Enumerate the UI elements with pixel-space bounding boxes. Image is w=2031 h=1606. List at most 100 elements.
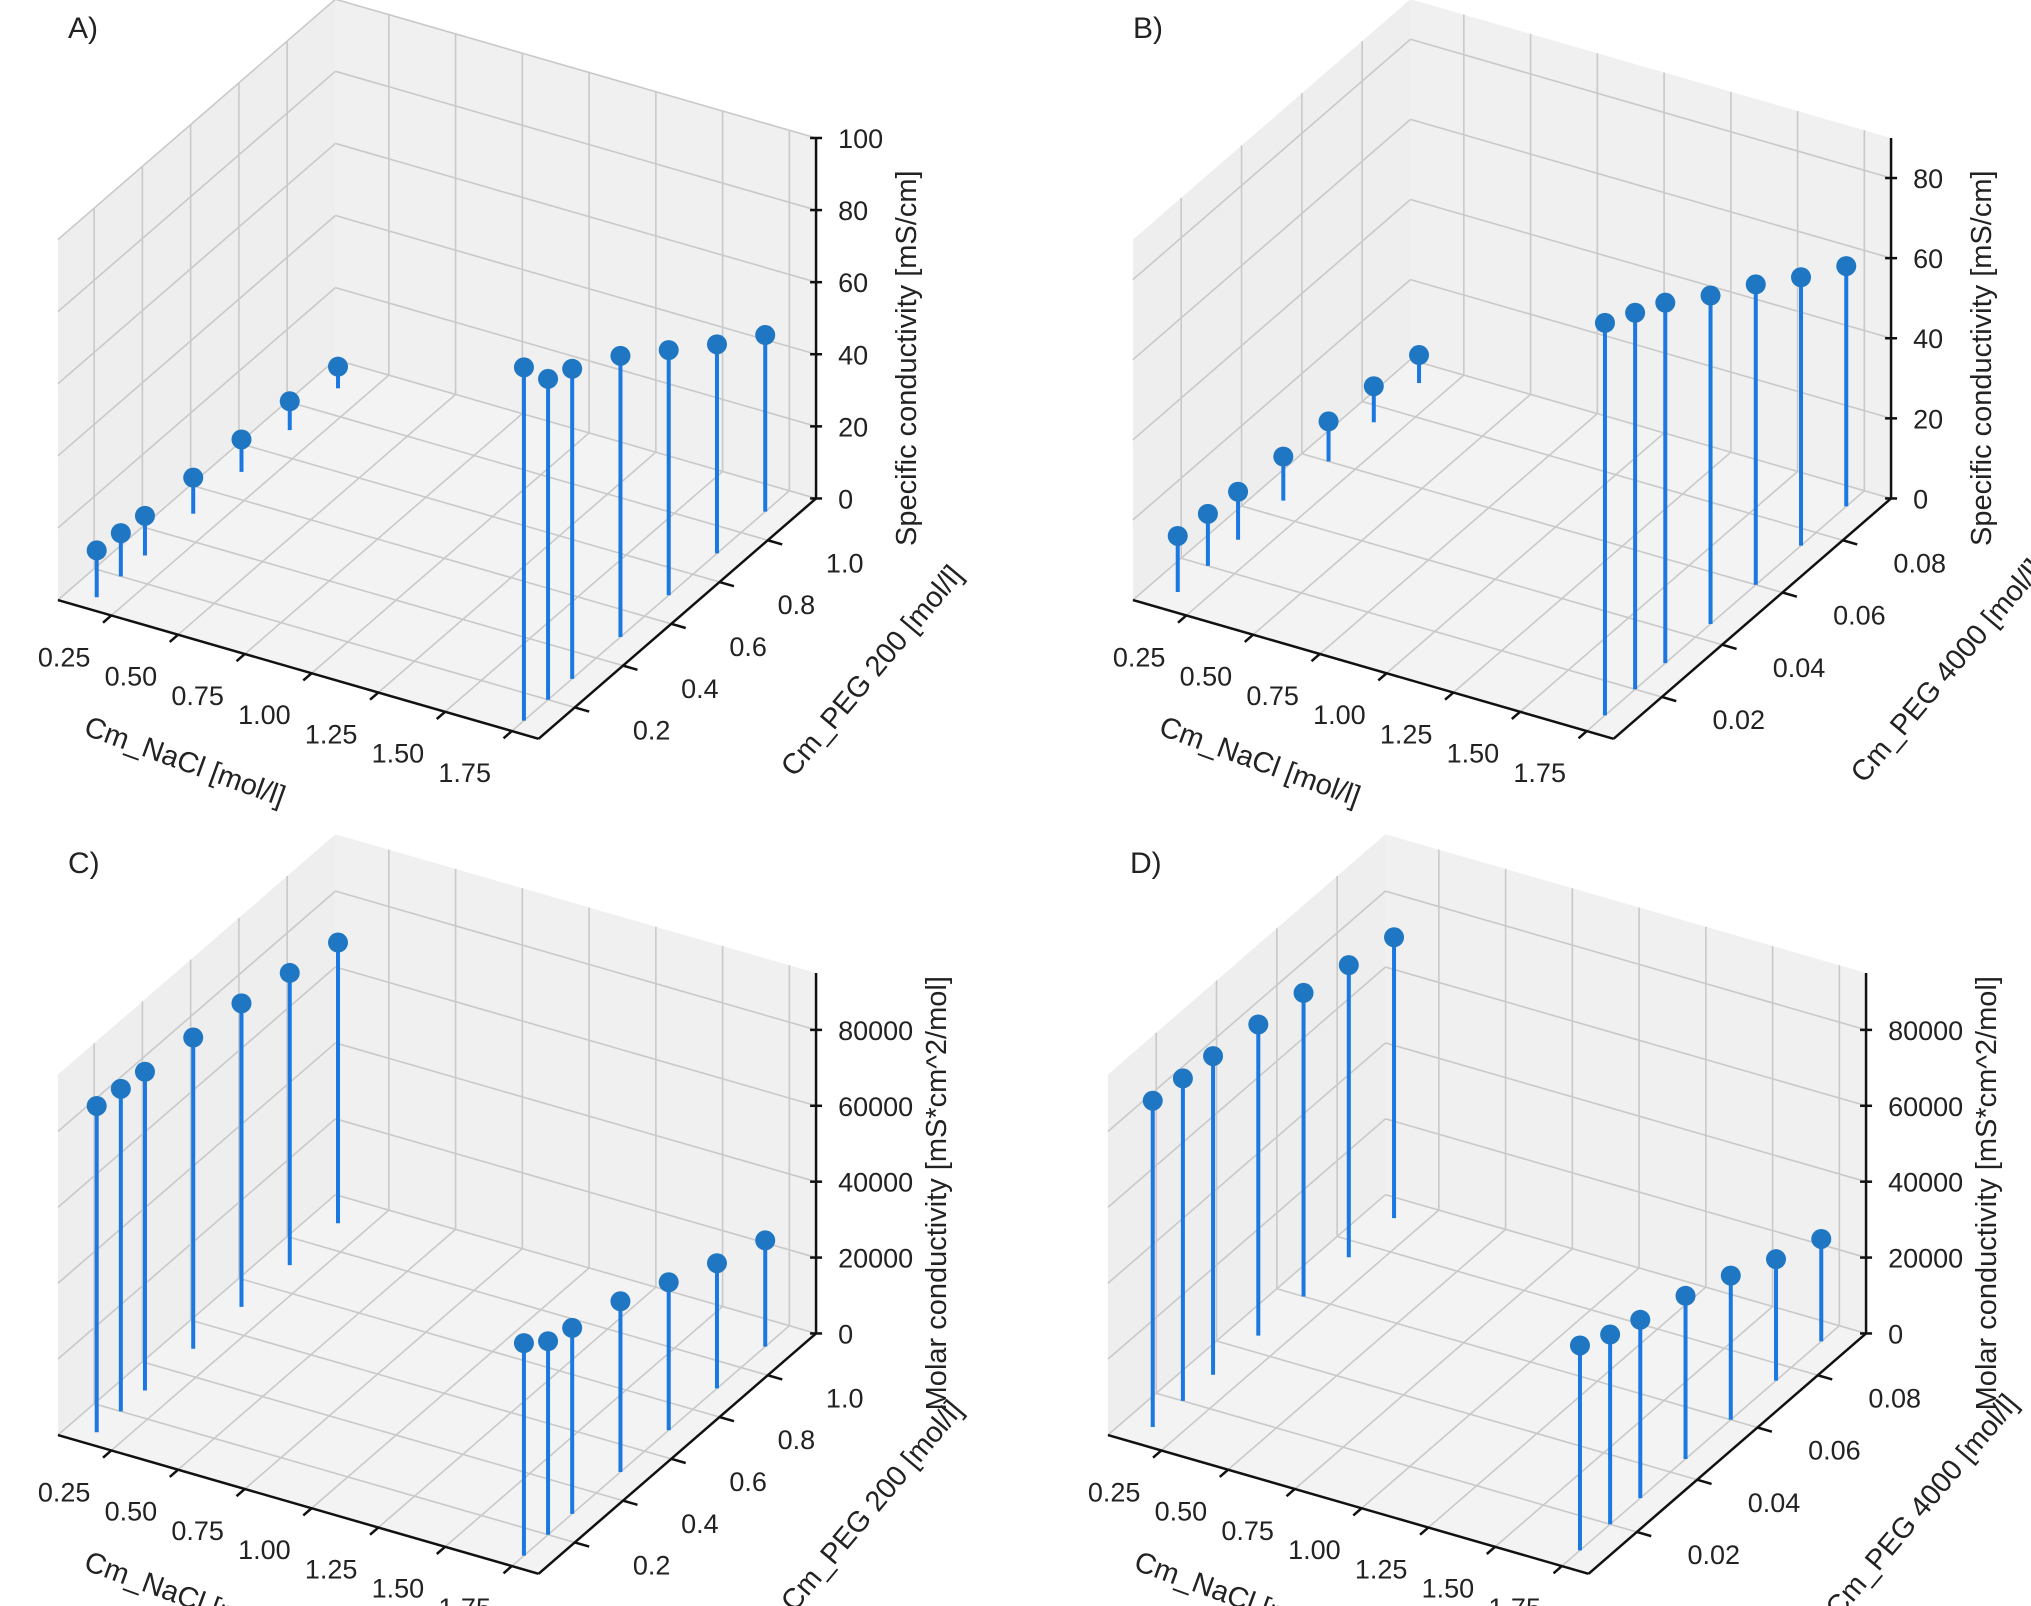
stem-marker [538, 1331, 559, 1352]
z-axis-title: Molar conductivity [mS*cm^2/mol] [1971, 976, 2003, 1410]
gridline-y [238, 1277, 720, 1418]
y-tick-label: 0.8 [778, 590, 816, 620]
stem-marker [562, 358, 583, 379]
stem-marker [231, 993, 252, 1014]
gridline-y [1361, 400, 1844, 542]
y-tick [1817, 1374, 1833, 1381]
stem-marker [706, 334, 727, 355]
gridline-x [1185, 374, 1465, 617]
y-tick [719, 580, 735, 588]
y-tick-label: 0.08 [1893, 548, 1946, 578]
gridline-x [1386, 432, 1665, 674]
gridline-x [1319, 413, 1598, 655]
stem-marker [1745, 274, 1766, 295]
z-tick-label: 20000 [1888, 1244, 1963, 1274]
x-tick-label: 1.75 [1513, 758, 1566, 788]
y-tick-label: 0.4 [681, 1509, 719, 1539]
x-tick-label: 0.50 [1180, 662, 1233, 692]
gridline-x [377, 451, 657, 694]
stem-marker [279, 391, 300, 412]
z-tick-label: 20 [1913, 404, 1943, 434]
y-tick-label: 0.2 [633, 716, 671, 746]
gridline-x [1294, 1248, 1573, 1490]
z-tick-label: 80 [1913, 164, 1943, 194]
gridline-z [335, 142, 817, 283]
x-tick [435, 710, 446, 720]
y-tick-label: 1.0 [826, 548, 864, 578]
gridline-x [110, 374, 390, 617]
x-tick [302, 1507, 313, 1517]
z-tick-label: 60 [1913, 244, 1943, 274]
gridline-x [1519, 470, 1799, 713]
stem-marker [658, 1272, 679, 1293]
x-tick-label: 1.50 [1447, 739, 1500, 769]
x-tick-label: 1.50 [372, 1574, 425, 1604]
stem-marker [1248, 1014, 1269, 1035]
gridline-y [190, 484, 672, 625]
stem-marker [1142, 1090, 1163, 1111]
x-tick [1218, 1468, 1229, 1478]
z-axis-title: Specific conductivity [mS/cm] [891, 170, 923, 545]
x-tick [1152, 1449, 1163, 1459]
gridline-y [286, 400, 769, 542]
x-tick [1510, 710, 1521, 720]
y-tick-label: 0.02 [1712, 705, 1765, 735]
y-tick [1842, 539, 1858, 546]
gridline-x [244, 1248, 523, 1490]
x-tick-label: 0.75 [171, 681, 224, 711]
x-tick-label: 0.50 [105, 1497, 158, 1527]
gridline-z [335, 1042, 817, 1183]
stem-marker [1675, 1285, 1696, 1306]
gridline-x [444, 1305, 724, 1548]
left-pane [1132, 0, 1411, 601]
stem-marker [1293, 982, 1314, 1003]
gridline-x [244, 413, 523, 655]
x-axis-line [1107, 1433, 1589, 1575]
y-tick-label: 0.04 [1773, 653, 1826, 683]
x-tick-label: 1.00 [238, 700, 291, 730]
gridline-y [1155, 1392, 1638, 1533]
gridline-z [1385, 1193, 1867, 1335]
x-axis-line [57, 598, 539, 740]
gridline-y [286, 1235, 769, 1377]
gridline-z [335, 214, 817, 356]
gridline-x [1561, 1325, 1840, 1567]
gridline-x [511, 490, 790, 732]
gridline-y [1180, 557, 1663, 698]
stem-marker [1836, 256, 1857, 277]
y-axis-title: Cm_PEG 4000 [mol/l] [1820, 1388, 2025, 1606]
gridline-z [335, 1118, 817, 1259]
y-tick-label: 0.8 [778, 1425, 816, 1455]
stem-marker [1409, 345, 1430, 366]
x-axis-line [57, 1433, 539, 1575]
gridline-x [177, 1228, 457, 1471]
x-tick [435, 1545, 446, 1555]
gridline-y [142, 526, 624, 667]
y-tick [1757, 1426, 1773, 1433]
stem-marker [513, 357, 534, 378]
stem-marker [1766, 1249, 1787, 1270]
gridline-z [335, 286, 817, 428]
x-tick-label: 0.25 [1113, 642, 1166, 672]
x-tick-label: 1.25 [1380, 719, 1433, 749]
y-axis-title: Cm_PEG 4000 [mol/l] [1845, 553, 2031, 788]
y-tick [767, 539, 783, 546]
gridline-z [335, 0, 817, 139]
z-tick-label: 60 [838, 268, 868, 298]
x-tick-label: 0.75 [171, 1516, 224, 1546]
gridline-z [1410, 198, 1892, 340]
z-tick-label: 40 [838, 340, 868, 370]
y-axis-line [1612, 497, 1892, 740]
floor-pane [1107, 1194, 1867, 1574]
gridline-z [57, 287, 336, 529]
stem-marker [1625, 302, 1646, 323]
x-tick-label: 1.00 [1313, 700, 1366, 730]
panel-d: 0.25 0.50 0.75 1.00 1.25 1.50 1.75 0.02 0.040.06… [1088, 834, 2025, 1606]
panel-c: 0.250.500.751.001.251.501.750.20.40.60.8… [38, 834, 969, 1606]
y-tick-label: 0.08 [1868, 1383, 1921, 1413]
gridline-x [1252, 393, 1532, 636]
stem-marker [1203, 1046, 1224, 1067]
gridline-x [110, 1209, 390, 1452]
stem-marker [1630, 1309, 1651, 1330]
gridline-y [93, 1402, 575, 1544]
